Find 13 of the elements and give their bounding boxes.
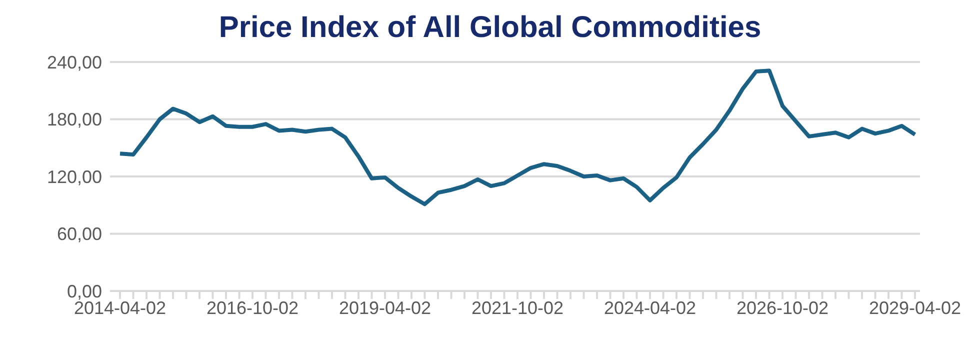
- y-tick-label: 120,00: [46, 166, 102, 187]
- y-tick-label: 240,00: [46, 52, 102, 72]
- y-tick-label: 60,00: [56, 224, 102, 244]
- x-tick-label: 2026-10-02: [736, 298, 829, 318]
- chart-title: Price Index of All Global Commodities: [218, 10, 762, 46]
- x-tick-label: 2029-04-02: [868, 298, 962, 318]
- x-tick-label: 2021-10-02: [471, 298, 564, 318]
- line-series: [118, 68, 917, 206]
- y-tick-label: 0,00: [66, 281, 102, 302]
- x-tick-label: 2019-04-02: [338, 298, 432, 318]
- y-tick-label: 180,00: [46, 110, 102, 130]
- x-tick-label: 2016-10-02: [206, 298, 299, 318]
- x-tick-label: 2024-04-02: [604, 298, 696, 318]
